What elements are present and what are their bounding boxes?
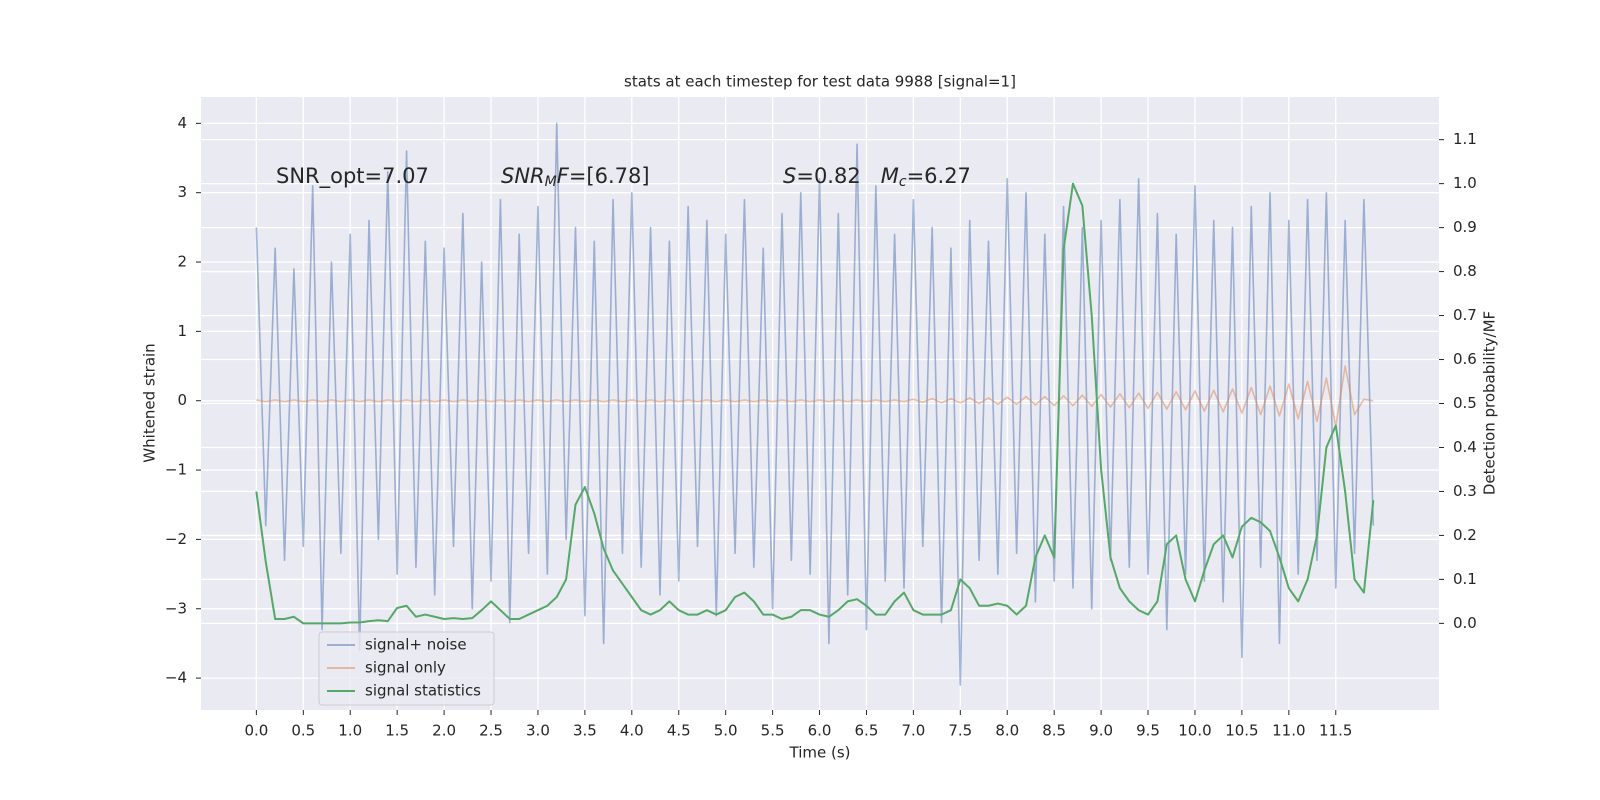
- annotation-part: =0.82: [796, 164, 880, 188]
- y2-axis-label: Detection probability/MF: [1481, 311, 1499, 495]
- y2-tick-label: 0.6: [1453, 350, 1477, 368]
- annotation: SNRMF=[6.78]: [501, 164, 650, 190]
- x-tick-label: 6.5: [855, 722, 879, 740]
- x-tick-label: 7.5: [948, 722, 972, 740]
- x-tick-label: 2.5: [479, 722, 503, 740]
- x-tick-label: 5.0: [714, 722, 738, 740]
- series-line: [255, 122, 1375, 686]
- annotation-part: S: [783, 164, 796, 188]
- y-tick-label: −1: [165, 461, 187, 479]
- x-tick-label: 0.5: [291, 722, 315, 740]
- annotation-part: =[6.78]: [569, 164, 650, 188]
- y2-tick-label: 0.5: [1453, 394, 1477, 412]
- x-tick-label: 10.5: [1225, 722, 1258, 740]
- y-axis-label: Whitened strain: [141, 343, 159, 462]
- x-tick-label: 2.0: [432, 722, 456, 740]
- y2-tick-label: 0.2: [1453, 526, 1477, 544]
- x-tick-label: 6.0: [808, 722, 832, 740]
- x-tick-label: 10.0: [1178, 722, 1211, 740]
- x-tick-label: 8.0: [995, 722, 1019, 740]
- x-tick-label: 9.0: [1089, 722, 1113, 740]
- labels: 0.0 0.5 1.0 1.5 2.0 2.5 3.0 3.5 4.0 4.5 5.0 5.5 6.0 6…: [165, 114, 1477, 740]
- y2-tick-label: 0.3: [1453, 482, 1477, 500]
- x-tick-label: 7.0: [901, 722, 925, 740]
- x-tick-label: 5.5: [761, 722, 785, 740]
- x-tick-label: 4.0: [620, 722, 644, 740]
- y-tick-label: 1: [177, 322, 187, 340]
- chart-title: stats at each timestep for test data 998…: [624, 73, 1016, 91]
- x-tick-label: 8.5: [1042, 722, 1066, 740]
- legend: signal+ noise signal only signal statistic…: [318, 631, 495, 706]
- x-tick-label: 4.5: [667, 722, 691, 740]
- x-tick-label: 11.5: [1319, 722, 1352, 740]
- x-tick-label: 3.5: [573, 722, 597, 740]
- x-tick-label: 0.0: [244, 722, 268, 740]
- legend-label: signal only: [365, 659, 446, 677]
- y2-tick-label: 0.8: [1453, 262, 1477, 280]
- annotation-part: M: [545, 174, 557, 190]
- y-tick-label: 2: [177, 253, 187, 271]
- x-axis-label: Time (s): [789, 744, 851, 762]
- legend-label: signal statistics: [365, 682, 481, 700]
- y2-tick-label: 0.7: [1453, 306, 1477, 324]
- y-tick-label: −2: [165, 530, 187, 548]
- annotation-part: =6.27: [907, 164, 971, 188]
- annotation: S=0.82 Mc=6.27: [783, 164, 971, 190]
- annotation: SNR_opt=7.07: [276, 164, 429, 189]
- y-tick-label: 0: [177, 391, 187, 409]
- y-tick-label: 3: [177, 183, 187, 201]
- series-line: [255, 182, 1375, 625]
- annotation-part: SNR_opt=7.07: [276, 164, 429, 189]
- y2-tick-label: 0.1: [1453, 570, 1477, 588]
- x-tick-label: 9.5: [1136, 722, 1160, 740]
- y-tick-label: −3: [165, 599, 187, 617]
- y2-tick-label: 1.1: [1453, 130, 1477, 148]
- x-tick-label: 1.5: [385, 722, 409, 740]
- series-line: [256, 365, 1374, 428]
- x-tick-label: 3.0: [526, 722, 550, 740]
- legend-label: signal+ noise: [365, 636, 467, 654]
- x-tick-label: 11.0: [1272, 722, 1305, 740]
- annotation-part: F: [557, 164, 570, 188]
- y2-tick-label: 0.0: [1453, 614, 1477, 632]
- y-tick-label: −4: [165, 669, 187, 687]
- legend-box: [318, 631, 495, 706]
- annotation-part: c: [899, 174, 907, 190]
- annotation-part: SNR: [501, 164, 545, 188]
- y-tick-label: 4: [177, 114, 187, 132]
- x-tick-label: 1.0: [338, 722, 362, 740]
- annotation-part: M: [881, 164, 899, 188]
- y2-tick-label: 0.9: [1453, 218, 1477, 236]
- marks: [255, 122, 1375, 686]
- y2-tick-label: 0.4: [1453, 438, 1477, 456]
- y2-tick-label: 1.0: [1453, 174, 1477, 192]
